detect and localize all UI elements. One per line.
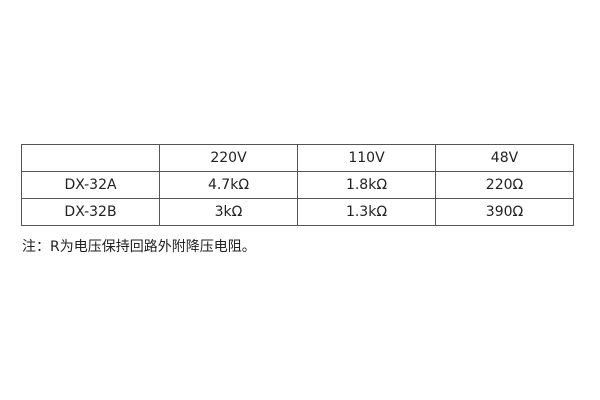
table-cell: 4.7kΩ <box>159 171 298 199</box>
header-cell-110v: 110V <box>297 144 436 172</box>
table-row: DX-32A 4.7kΩ 1.8kΩ 220Ω <box>21 171 574 199</box>
footnote: 注：R为电压保持回路外附降压电阻。 <box>22 239 256 255</box>
resistor-table: 220V 110V 48V DX-32A 4.7kΩ 1.8kΩ 220Ω DX… <box>21 144 574 226</box>
row-label: DX-32B <box>21 198 160 226</box>
table-header-row: 220V 110V 48V <box>21 144 574 172</box>
table-row: DX-32B 3kΩ 1.3kΩ 390Ω <box>21 198 574 226</box>
header-cell-empty <box>21 144 160 172</box>
row-label: DX-32A <box>21 171 160 199</box>
header-cell-220v: 220V <box>159 144 298 172</box>
table-cell: 3kΩ <box>159 198 298 226</box>
header-cell-48v: 48V <box>435 144 574 172</box>
table-cell: 390Ω <box>435 198 574 226</box>
table-cell: 1.8kΩ <box>297 171 436 199</box>
table-cell: 1.3kΩ <box>297 198 436 226</box>
table-cell: 220Ω <box>435 171 574 199</box>
